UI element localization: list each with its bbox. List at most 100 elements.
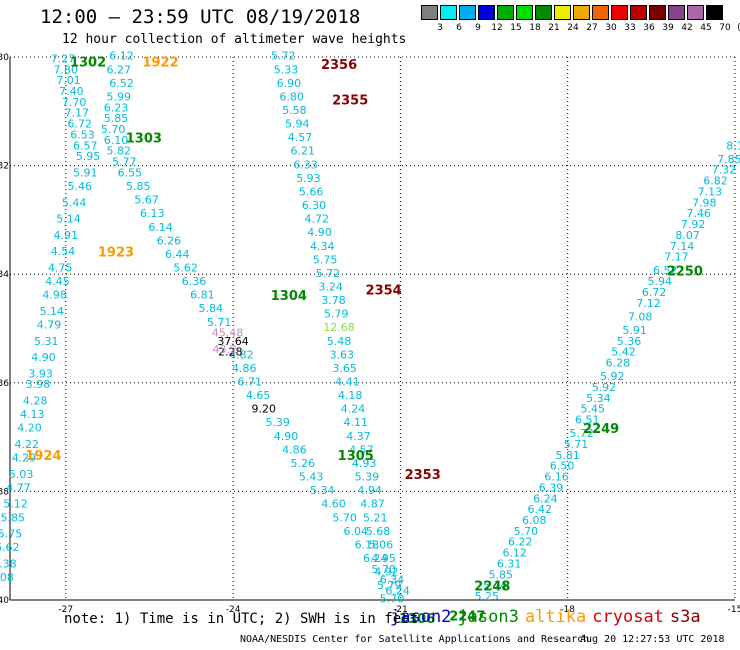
scale-label: 18: [529, 23, 541, 33]
data-label: 3.98: [26, 378, 51, 391]
data-label: 5.77: [112, 156, 137, 169]
scale-label: 36: [643, 23, 655, 33]
data-label: 6.57: [73, 139, 98, 152]
data-label: 4.24: [341, 403, 366, 416]
scale-swatch: [573, 5, 590, 20]
scale-swatch: [497, 5, 514, 20]
data-label: 6.72: [67, 118, 92, 131]
time-label: 1304: [271, 289, 307, 304]
data-label: 9.20: [252, 403, 277, 416]
data-label: 5.82: [107, 145, 132, 158]
legend-jason2: jason2: [390, 607, 452, 627]
data-label: 5.71: [564, 438, 589, 451]
time-label: 1923: [98, 245, 134, 260]
x-tick-label: -21: [393, 605, 408, 615]
data-label: 4.37: [346, 430, 371, 443]
scale-label: 27: [586, 23, 598, 33]
data-label: 5.81: [555, 449, 580, 462]
scale-label: (ft): [737, 23, 740, 33]
grid-lines: [10, 56, 736, 600]
scale-swatch: [687, 5, 704, 20]
data-label: 5.85: [1, 511, 26, 524]
data-label: 12.68: [323, 321, 355, 334]
time-label: 1305: [338, 449, 374, 464]
data-label: 5.70: [380, 593, 405, 606]
data-label: 7.01: [56, 74, 81, 87]
data-label: 3.63: [330, 348, 355, 361]
data-label: 6.04: [344, 525, 369, 538]
data-label: 6.53: [70, 128, 95, 141]
scale-swatch: [649, 5, 666, 20]
footer-note: note: 1) Time is in UTC; 2) SWH is in fe…: [64, 611, 419, 627]
data-label: 5.39: [355, 471, 380, 484]
scale-swatch: [421, 5, 438, 20]
data-label: 5.79: [377, 579, 402, 592]
data-label: 6.24: [385, 585, 410, 598]
scale-swatch: [630, 5, 647, 20]
data-label: 6.52: [653, 264, 678, 277]
data-label: 5.36: [617, 335, 642, 348]
data-label: 4.29: [12, 452, 37, 465]
data-label: 5.71: [207, 316, 232, 329]
data-label: 4.41: [335, 376, 360, 389]
data-label: 6.62: [0, 541, 19, 554]
data-label: 5.21: [363, 511, 388, 524]
data-label: 7.85: [717, 153, 740, 166]
data-label: 7.14: [670, 240, 695, 253]
data-label: 5.94: [647, 275, 672, 288]
data-label: 7.17: [65, 107, 90, 120]
time-label: 2248: [474, 579, 510, 594]
data-label: 7.92: [681, 218, 706, 231]
data-label: 3.93: [28, 367, 53, 380]
data-label: 5.14: [40, 305, 65, 318]
data-label: 5.45: [581, 403, 606, 416]
data-label: 5.46: [67, 180, 92, 193]
data-label: 7.40: [59, 85, 84, 98]
data-label: 4.57: [349, 443, 374, 456]
data-label: 7.13: [698, 185, 723, 198]
data-label: 3.78: [321, 294, 346, 307]
x-tick-label: -18: [560, 605, 575, 615]
time-label: 1922: [142, 55, 178, 70]
data-label: 5.70: [101, 123, 126, 136]
data-label: 4.18: [338, 389, 363, 402]
data-label: 5.85: [489, 568, 514, 581]
data-label: 5.68: [366, 525, 391, 538]
data-label: 6.42: [528, 503, 553, 516]
scale-label: 21: [548, 23, 560, 33]
data-label: 5.75: [313, 253, 338, 266]
data-label: 4.72: [304, 213, 329, 226]
data-label: 4.86: [282, 443, 307, 456]
scale-label: 24: [567, 23, 579, 33]
data-label: 5.25: [475, 590, 500, 603]
data-label: 5.92: [592, 381, 617, 394]
data-label: 4.28: [23, 395, 48, 408]
scale-swatch: [668, 5, 685, 20]
data-label: 7.17: [664, 251, 689, 264]
data-label: 4.79: [37, 319, 62, 332]
scale-swatch: [440, 5, 457, 20]
scale-label: 70: [719, 23, 731, 33]
y-tick-label: -38: [0, 487, 9, 497]
data-label: 4.57: [288, 131, 313, 144]
data-label: 6.10: [104, 134, 129, 147]
data-label: 5.42: [611, 346, 636, 359]
data-label: 6.34: [380, 574, 405, 587]
data-label: 7.32: [712, 164, 737, 177]
data-label: 5.95: [76, 150, 101, 163]
legend-s3a: s3a: [669, 607, 701, 627]
scale-swatch: [592, 5, 609, 20]
data-label: 4.95: [371, 552, 396, 565]
legend-altika: altika: [524, 607, 587, 627]
x-tick-label: -27: [58, 605, 73, 615]
data-label: 5.62: [173, 261, 198, 274]
scale-swatch: [535, 5, 552, 20]
data-label: 3.65: [332, 362, 357, 375]
data-label: 5.70: [371, 563, 396, 576]
data-label: 7.70: [62, 96, 87, 109]
data-label: 6.71: [238, 376, 263, 389]
data-label: 3.24: [318, 280, 343, 293]
data-label: 5.85: [104, 112, 129, 125]
data-label: 6.39: [539, 481, 564, 494]
